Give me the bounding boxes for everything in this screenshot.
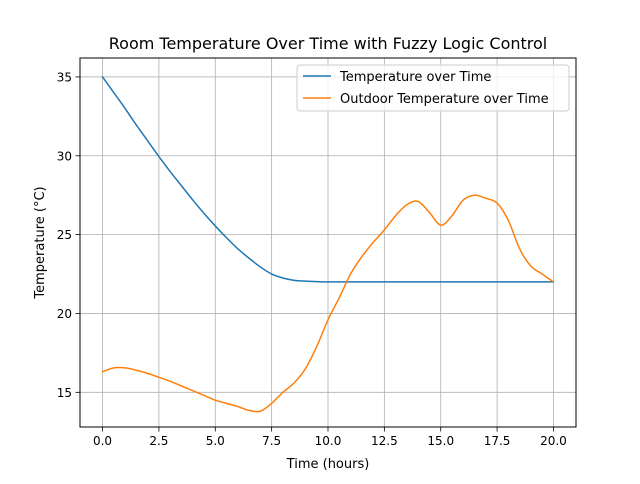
y-tick-label: 30 bbox=[57, 149, 72, 163]
legend: Temperature over Time Outdoor Temperatur… bbox=[296, 64, 570, 112]
x-tick-label: 10.0 bbox=[315, 434, 342, 448]
x-axis-label: Time (hours) bbox=[286, 457, 370, 472]
series-line-temperature bbox=[101, 75, 555, 283]
series-layer bbox=[101, 75, 555, 413]
y-tick-label: 35 bbox=[57, 70, 72, 84]
chart-title: Room Temperature Over Time with Fuzzy Lo… bbox=[109, 34, 548, 53]
grid bbox=[80, 58, 576, 427]
x-tick-label: 12.5 bbox=[371, 434, 398, 448]
series-line-outdoor bbox=[101, 194, 555, 413]
legend-label-outdoor: Outdoor Temperature over Time bbox=[340, 92, 549, 107]
x-tick-label: 5.0 bbox=[206, 434, 225, 448]
y-tick-label: 20 bbox=[57, 307, 72, 321]
x-tick-label: 17.5 bbox=[484, 434, 511, 448]
y-tick-label: 25 bbox=[57, 228, 72, 242]
x-axis-ticks: 0.0 2.5 5.0 7.5 10.0 12.5 15.0 17.5 20.0 bbox=[93, 427, 567, 448]
x-tick-label: 2.5 bbox=[149, 434, 168, 448]
y-axis-ticks: 15 20 25 30 35 bbox=[57, 70, 80, 400]
y-tick-label: 15 bbox=[57, 386, 72, 400]
x-tick-label: 7.5 bbox=[262, 434, 281, 448]
x-tick-label: 15.0 bbox=[427, 434, 454, 448]
x-tick-label: 0.0 bbox=[93, 434, 112, 448]
legend-label-temperature: Temperature over Time bbox=[339, 70, 491, 85]
legend-box bbox=[296, 64, 570, 112]
y-axis-label: Temperature (°C) bbox=[33, 186, 48, 299]
x-tick-label: 20.0 bbox=[540, 434, 567, 448]
